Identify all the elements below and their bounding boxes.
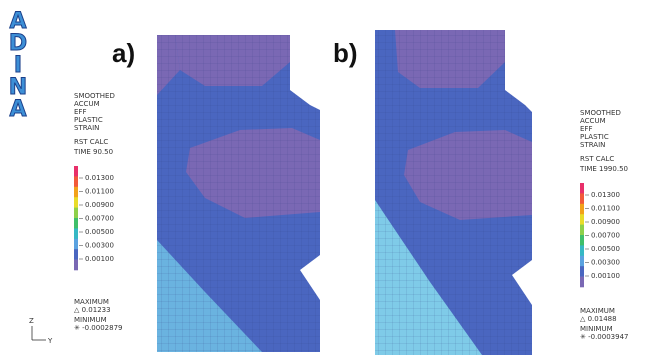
colorbar-label: 0.00500 xyxy=(85,228,114,236)
legend-title: SMOOTHED xyxy=(580,109,621,117)
colorbar-segment xyxy=(74,166,78,177)
colorbar-segment xyxy=(74,176,78,187)
colorbar-label: 0.00300 xyxy=(85,242,114,250)
legend-title: EFF xyxy=(74,108,86,116)
legend-title: STRAIN xyxy=(580,141,605,149)
axis-triad: Z Y xyxy=(29,317,53,345)
colorbar-segment xyxy=(74,239,78,250)
colorbar-segment xyxy=(580,266,584,277)
axis-label: Y xyxy=(47,337,53,345)
figure: a) b) Z Y ADINASMOOTHEDACCUMEFFPLASTICST… xyxy=(0,0,658,360)
model-a xyxy=(157,35,320,352)
max-value: △ 0.01488 xyxy=(580,315,617,323)
colorbar-segment xyxy=(74,197,78,208)
max-label: MAXIMUM xyxy=(74,298,109,306)
colorbar-segment xyxy=(580,245,584,256)
colorbar-segment xyxy=(580,235,584,246)
legend-title: SMOOTHED xyxy=(74,92,115,100)
colorbar-segment xyxy=(74,249,78,260)
legend-time: TIME 90.50 xyxy=(73,148,113,156)
panel-label: a) xyxy=(112,38,135,68)
colorbar-label: 0.01100 xyxy=(85,188,114,196)
max-label: MAXIMUM xyxy=(580,307,615,315)
colorbar-segment xyxy=(580,225,584,236)
axis-label: Z xyxy=(29,317,34,325)
min-label: MINIMUM xyxy=(74,316,107,324)
min-label: MINIMUM xyxy=(580,325,613,333)
colorbar-label: 0.00900 xyxy=(591,218,620,226)
logo-letter: A xyxy=(9,97,26,122)
legend-title: ACCUM xyxy=(580,117,606,125)
colorbar-segment xyxy=(580,193,584,204)
colorbar-label: 0.00100 xyxy=(591,272,620,280)
colorbar-label: 0.00900 xyxy=(85,201,114,209)
colorbar-segment xyxy=(74,218,78,229)
colorbar-label: 0.00100 xyxy=(85,255,114,263)
colorbar-label: 0.01100 xyxy=(591,205,620,213)
colorbar-label: 0.00700 xyxy=(85,215,114,223)
legend-calc: RST CALC xyxy=(580,155,614,163)
legend-time: TIME 1990.50 xyxy=(579,165,628,173)
colorbar-segment xyxy=(74,228,78,239)
min-value: ✳ -0.0002879 xyxy=(74,324,122,332)
max-value: △ 0.01233 xyxy=(74,306,111,314)
colorbar-label: 0.00500 xyxy=(591,245,620,253)
colorbar-segment xyxy=(580,183,584,194)
colorbar-segment xyxy=(74,187,78,198)
colorbar-label: 0.00700 xyxy=(591,232,620,240)
colorbar-segment xyxy=(580,277,584,288)
colorbar-label: 0.01300 xyxy=(591,191,620,199)
colorbar-segment xyxy=(74,260,78,271)
colorbar-segment xyxy=(74,208,78,219)
legend-title: PLASTIC xyxy=(580,133,609,141)
colorbar-label: 0.00300 xyxy=(591,259,620,267)
legend-title: ACCUM xyxy=(74,100,100,108)
panel-label: b) xyxy=(333,38,358,68)
legend-title: PLASTIC xyxy=(74,116,103,124)
min-value: ✳ -0.0003947 xyxy=(580,333,628,341)
colorbar-segment xyxy=(580,256,584,267)
legend-title: EFF xyxy=(580,125,592,133)
colorbar-label: 0.01300 xyxy=(85,174,114,182)
legend-title: STRAIN xyxy=(74,124,99,132)
model-b xyxy=(375,30,532,355)
legend-calc: RST CALC xyxy=(74,138,108,146)
colorbar-segment xyxy=(580,204,584,215)
colorbar-segment xyxy=(580,214,584,225)
